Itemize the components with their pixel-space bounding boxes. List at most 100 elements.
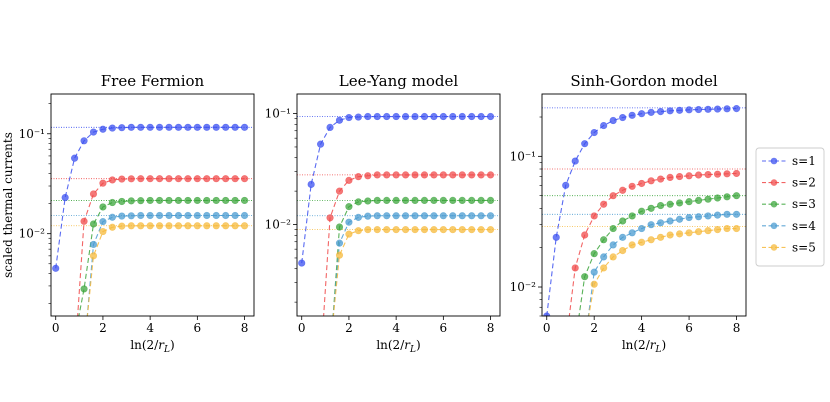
series-line-s=5 xyxy=(588,228,737,316)
data-point-s=3 xyxy=(609,224,617,233)
data-point-s=1 xyxy=(165,123,173,131)
data-point-s=3 xyxy=(212,196,220,205)
data-point-s=4 xyxy=(137,211,145,220)
data-point-s=4 xyxy=(108,213,116,221)
data-point-s=4 xyxy=(656,219,665,227)
data-point-s=5 xyxy=(609,253,617,261)
data-point-s=3 xyxy=(193,196,201,205)
data-point-s=1 xyxy=(694,105,703,114)
data-point-s=1 xyxy=(222,123,230,131)
data-point-s=5 xyxy=(222,222,230,230)
data-point-s=1 xyxy=(354,113,362,121)
legend-item-s=2: s=2 xyxy=(762,176,816,190)
data-point-s=5 xyxy=(420,226,429,234)
y-tick-label: 10⁻¹ xyxy=(510,149,536,163)
legend-label: s=2 xyxy=(792,176,816,190)
data-point-s=5 xyxy=(99,227,107,236)
data-point-s=5 xyxy=(486,226,495,234)
data-point-s=3 xyxy=(628,212,636,220)
data-point-s=4 xyxy=(619,233,627,241)
data-point-s=4 xyxy=(203,211,211,220)
data-point-s=3 xyxy=(666,200,674,208)
data-point-s=3 xyxy=(174,196,183,205)
panel-title: Sinh-Gordon model xyxy=(570,72,717,90)
data-point-s=1 xyxy=(458,112,466,121)
data-point-s=3 xyxy=(89,220,98,228)
data-point-s=2 xyxy=(656,175,665,183)
data-point-s=3 xyxy=(118,197,126,206)
data-point-s=5 xyxy=(118,222,126,230)
data-point-s=3 xyxy=(345,203,353,211)
data-point-s=5 xyxy=(137,222,145,230)
data-point-s=2 xyxy=(609,192,617,200)
panel-title: Free Fermion xyxy=(101,72,205,90)
data-point-s=1 xyxy=(99,125,107,133)
data-point-s=1 xyxy=(449,112,457,121)
data-point-s=2 xyxy=(240,175,249,183)
data-point-s=1 xyxy=(80,137,88,145)
data-point-s=4 xyxy=(732,210,741,218)
x-tick-label: 8 xyxy=(487,321,495,335)
data-point-s=5 xyxy=(392,226,400,234)
data-point-s=1 xyxy=(89,128,98,136)
data-point-s=5 xyxy=(628,241,636,249)
data-point-s=1 xyxy=(231,123,239,131)
data-point-s=2 xyxy=(193,175,201,183)
data-point-s=4 xyxy=(118,212,126,220)
data-point-s=2 xyxy=(590,212,598,220)
data-point-s=5 xyxy=(458,226,466,234)
data-point-s=1 xyxy=(666,107,674,115)
data-point-s=4 xyxy=(392,212,400,220)
data-point-s=1 xyxy=(146,123,154,131)
data-point-s=3 xyxy=(694,196,703,205)
data-point-s=3 xyxy=(430,196,438,205)
data-point-s=5 xyxy=(666,231,674,239)
data-point-s=2 xyxy=(420,171,429,179)
data-point-s=5 xyxy=(647,236,655,244)
data-point-s=2 xyxy=(694,171,703,179)
data-point-s=1 xyxy=(298,259,306,267)
data-point-s=3 xyxy=(600,236,608,244)
data-point-s=3 xyxy=(240,196,249,205)
data-point-s=1 xyxy=(137,123,145,131)
data-point-s=5 xyxy=(146,222,154,230)
data-point-s=2 xyxy=(713,170,722,178)
legend-label: s=1 xyxy=(792,154,816,168)
data-point-s=2 xyxy=(99,179,107,187)
x-tick-label: 8 xyxy=(733,321,741,335)
data-point-s=1 xyxy=(562,181,570,189)
data-point-s=2 xyxy=(704,170,712,179)
data-point-s=5 xyxy=(354,227,362,235)
data-point-s=2 xyxy=(89,190,98,198)
data-point-s=2 xyxy=(638,179,646,188)
data-point-s=1 xyxy=(439,112,447,121)
data-point-s=5 xyxy=(401,226,410,234)
legend-marker xyxy=(770,157,778,165)
data-point-s=1 xyxy=(704,105,712,113)
data-point-s=4 xyxy=(193,211,201,220)
data-point-s=5 xyxy=(184,222,192,230)
y-tick-label: 10⁻² xyxy=(510,280,537,294)
data-point-s=5 xyxy=(165,222,173,230)
data-point-s=5 xyxy=(590,280,598,288)
data-point-s=1 xyxy=(212,123,220,131)
data-point-s=2 xyxy=(486,171,495,179)
data-point-s=1 xyxy=(581,140,589,148)
data-point-s=3 xyxy=(392,196,400,205)
data-point-s=2 xyxy=(628,182,636,190)
data-point-s=2 xyxy=(383,171,391,179)
data-point-s=4 xyxy=(439,212,447,220)
y-tick-label: 10⁻¹ xyxy=(265,107,291,121)
data-point-s=3 xyxy=(675,199,684,207)
legend-label: s=4 xyxy=(792,219,816,233)
data-point-s=2 xyxy=(477,171,485,179)
x-tick-label: 4 xyxy=(638,321,646,335)
data-point-s=3 xyxy=(638,207,646,215)
data-point-s=2 xyxy=(146,175,154,183)
data-point-s=1 xyxy=(335,116,344,124)
data-point-s=2 xyxy=(222,175,230,183)
data-point-s=5 xyxy=(685,229,693,237)
data-point-s=2 xyxy=(401,171,410,179)
y-tick-label: 10⁻² xyxy=(265,218,292,232)
